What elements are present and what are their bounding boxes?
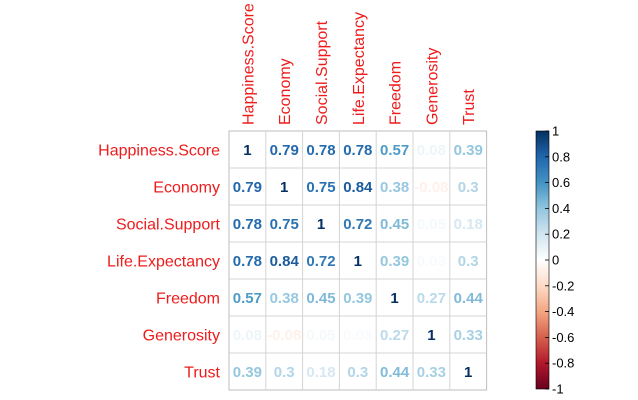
row-label: Life.Expectancy	[107, 254, 220, 271]
heatmap-grid: 1 0.79 0.78 0.78 0.57 0.08 0.39 0.79 1 0.75 0.84 0.…	[228, 130, 488, 391]
colorbar-tick-label: -0.4	[552, 304, 574, 319]
cell-value: 1	[427, 327, 435, 344]
column-label: Trust	[461, 89, 478, 125]
cell-value: 0.75	[306, 179, 335, 196]
cell-value: 0.78	[233, 216, 262, 233]
row-label: Generosity	[143, 328, 220, 345]
cell-value: 0.75	[270, 216, 299, 233]
cell-value: 0.39	[343, 290, 372, 307]
cell-value: 0.57	[380, 142, 409, 159]
colorbar-tick-label: -1	[552, 382, 564, 397]
row-label: Economy	[153, 180, 220, 197]
cell-value: 1	[243, 142, 251, 159]
colorbar-tick-label: -0.6	[552, 330, 574, 345]
cell-value: 0.18	[454, 216, 483, 233]
cell-value: 0.57	[233, 290, 262, 307]
row-label: Social.Support	[116, 217, 221, 234]
cell-value: 0.78	[343, 142, 372, 159]
cell-value: 0.27	[417, 290, 446, 307]
cell-value: 0.39	[233, 364, 262, 381]
cell-value: 0.84	[270, 253, 300, 270]
column-label: Happiness.Score	[240, 3, 257, 125]
row-label: Happiness.Score	[98, 143, 220, 160]
cell-value: 0.45	[380, 216, 409, 233]
cell-value: 0.72	[306, 253, 335, 270]
cell-value: 0.05	[306, 327, 335, 344]
cell-value: 0.05	[417, 216, 446, 233]
cell-value: 1	[317, 216, 325, 233]
cell-value: 0.03	[417, 253, 446, 270]
cell-value: 0.39	[380, 253, 409, 270]
colorbar-tick-label: -0.8	[552, 356, 574, 371]
column-label: Freedom	[388, 61, 405, 125]
column-label: Social.Support	[314, 20, 331, 125]
colorbar-tick-label: -0.2	[552, 278, 574, 293]
cell-value: 1	[390, 290, 398, 307]
cell-value: 1	[464, 364, 472, 381]
cell-value: 0.3	[347, 364, 368, 381]
cell-value: -0.08	[414, 179, 448, 196]
grid-frame	[228, 130, 488, 391]
cell-value: 0.3	[458, 179, 479, 196]
cell-value: 0.27	[380, 327, 409, 344]
cell-value: 0.79	[233, 179, 262, 196]
column-label: Economy	[277, 58, 294, 125]
column-labels: Happiness.Score Economy Social.Support Life…	[240, 3, 478, 125]
cell-value: 1	[280, 179, 288, 196]
row-label: Freedom	[156, 291, 220, 308]
cell-value: 0.03	[343, 327, 372, 344]
cell-value: 0.3	[458, 253, 479, 270]
cell-value: 0.33	[454, 327, 483, 344]
colorbar-tick-label: 1	[552, 124, 559, 139]
cell-value: 1	[354, 253, 362, 270]
cell-value: 0.33	[417, 364, 446, 381]
cell-value: 0.08	[417, 142, 446, 159]
cell-value: 0.3	[274, 364, 295, 381]
cell-value: 0.78	[306, 142, 335, 159]
cell-value: 0.45	[306, 290, 335, 307]
column-label: Life.Expectancy	[351, 12, 368, 125]
cell-value: 0.44	[454, 290, 484, 307]
row-label: Trust	[184, 365, 220, 382]
column-label: Generosity	[424, 48, 441, 125]
row-labels: Happiness.Score Economy Social.Support Life…	[98, 143, 220, 382]
cell-value: 0.08	[233, 327, 262, 344]
colorbar-tick-label: 0.8	[552, 149, 570, 164]
cell-value: 0.38	[270, 290, 299, 307]
cell-value: 0.84	[343, 179, 373, 196]
colorbar-legend: 1 0.8 0.6 0.4 0.2 0 -0.2 -0.4 -0.6 -0.8 -1	[535, 124, 574, 397]
colorbar-tick-label: 0.2	[552, 227, 570, 242]
cell-value: 0.18	[306, 364, 335, 381]
cell-value: 0.39	[454, 142, 483, 159]
colorbar-tick-label: 0	[552, 253, 559, 268]
colorbar-tick-label: 0.6	[552, 175, 570, 190]
cell-value: 0.78	[233, 253, 262, 270]
cell-value: 0.72	[343, 216, 372, 233]
cell-value: 0.44	[380, 364, 410, 381]
cell-value: 0.79	[270, 142, 299, 159]
colorbar-tick-label: 0.4	[552, 201, 570, 216]
cell-value: 0.38	[380, 179, 409, 196]
cell-value: -0.08	[267, 327, 301, 344]
